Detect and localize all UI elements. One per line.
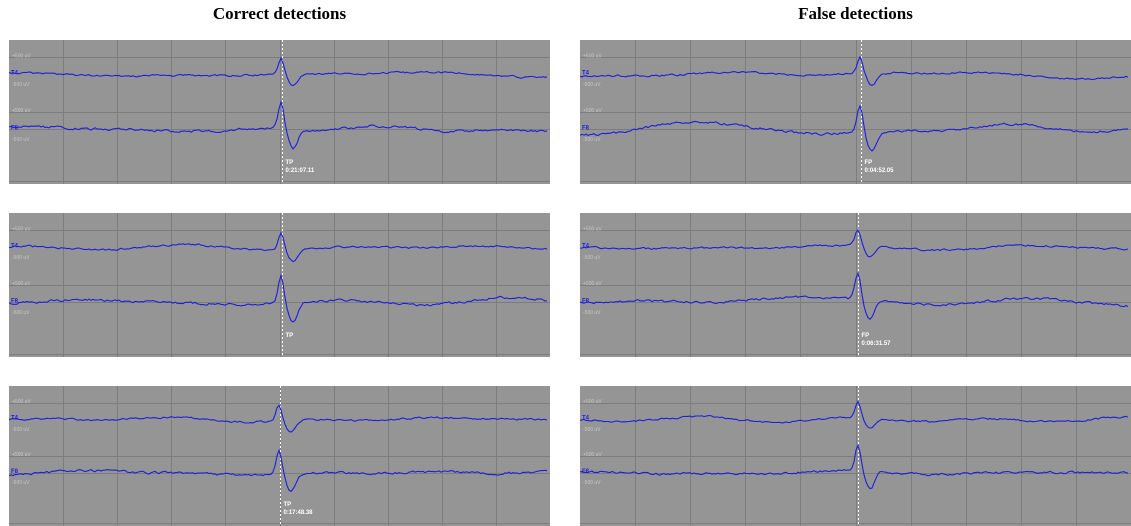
scale-lower-label: -500 uV bbox=[583, 480, 601, 486]
scale-upper-label: +500 uV bbox=[12, 281, 31, 287]
eeg-trace-f8 bbox=[580, 271, 1129, 320]
channel-label: T4 bbox=[582, 71, 590, 77]
eeg-trace-t4 bbox=[580, 228, 1129, 258]
panel-false-3: +500 uV T4 -500 uV +500 uV F8 -500 uV bbox=[580, 386, 1131, 526]
channel-label: T4 bbox=[11, 71, 19, 77]
channel-label: F8 bbox=[11, 125, 19, 131]
eeg-trace-f8 bbox=[580, 104, 1129, 152]
panel-false-2: +500 uV T4 -500 uV +500 uV F8 -500 uV FP 0:06:3… bbox=[580, 213, 1131, 357]
detection-time: 0:06:31.57 bbox=[862, 341, 892, 347]
scale-lower-label: -500 uV bbox=[12, 310, 30, 316]
channel-label: T4 bbox=[11, 416, 19, 422]
channel-label: F8 bbox=[582, 469, 590, 475]
eeg-trace-f8 bbox=[580, 444, 1129, 490]
detection-label: TP bbox=[284, 502, 292, 508]
eeg-plot: +500 uV T4 -500 uV +500 uV F8 -500 uV TP 0:17:4… bbox=[9, 386, 550, 526]
detection-time: 0:04:52.05 bbox=[865, 168, 895, 174]
scale-upper-label: +500 uV bbox=[12, 53, 31, 59]
eeg-trace-t4 bbox=[580, 55, 1129, 86]
eeg-trace-t4 bbox=[9, 231, 548, 263]
scale-upper-label: +500 uV bbox=[583, 108, 602, 114]
channel-label: F8 bbox=[582, 125, 590, 131]
eeg-plot: +500 uV T4 -500 uV +500 uV F8 -500 uV bbox=[580, 386, 1131, 526]
channel-label: T4 bbox=[582, 416, 590, 422]
scale-upper-label: +500 uV bbox=[583, 399, 602, 405]
scale-lower-label: -500 uV bbox=[12, 427, 30, 433]
eeg-plot: +500 uV T4 -500 uV +500 uV F8 -500 uV TP bbox=[9, 213, 550, 357]
scale-upper-label: +500 uV bbox=[583, 281, 602, 287]
column-title-correct: Correct detections bbox=[212, 4, 347, 23]
eeg-plot: +500 uV T4 -500 uV +500 uV F8 -500 uV TP 0:21:0… bbox=[9, 40, 550, 184]
channel-label: F8 bbox=[11, 298, 19, 304]
panel-correct-3: +500 uV T4 -500 uV +500 uV F8 -500 uV TP 0:17:4… bbox=[9, 386, 550, 526]
detection-label: TP bbox=[286, 333, 294, 339]
panel-false-1: +500 uV T4 -500 uV +500 uV F8 -500 uV FP 0:04:5… bbox=[580, 40, 1131, 184]
channel-label: F8 bbox=[582, 298, 590, 304]
scale-upper-label: +500 uV bbox=[12, 226, 31, 232]
detection-time: 0:17:48.38 bbox=[284, 510, 314, 516]
panel-correct-2: +500 uV T4 -500 uV +500 uV F8 -500 uV TP bbox=[9, 213, 550, 357]
channel-label: F8 bbox=[11, 469, 19, 475]
scale-lower-label: -500 uV bbox=[12, 480, 30, 486]
scale-lower-label: -500 uV bbox=[12, 255, 30, 261]
scale-lower-label: -500 uV bbox=[583, 310, 601, 316]
scale-lower-label: -500 uV bbox=[583, 82, 601, 88]
column-title-false: False detections bbox=[798, 4, 913, 23]
panel-correct-1: +500 uV T4 -500 uV +500 uV F8 -500 uV TP 0:21:0… bbox=[9, 40, 550, 184]
scale-upper-label: +500 uV bbox=[583, 226, 602, 232]
scale-lower-label: -500 uV bbox=[12, 137, 30, 143]
scale-lower-label: -500 uV bbox=[583, 137, 601, 143]
eeg-trace-f8 bbox=[9, 273, 548, 323]
scale-upper-label: +500 uV bbox=[12, 452, 31, 458]
eeg-trace-f8 bbox=[9, 448, 548, 493]
detection-label: TP bbox=[286, 160, 294, 166]
channel-label: T4 bbox=[11, 244, 19, 250]
channel-label: T4 bbox=[582, 244, 590, 250]
scale-lower-label: -500 uV bbox=[583, 255, 601, 261]
scale-upper-label: +500 uV bbox=[583, 452, 602, 458]
scale-lower-label: -500 uV bbox=[583, 427, 601, 433]
detection-time: 0:21:07.11 bbox=[286, 168, 315, 174]
eeg-trace-t4 bbox=[580, 400, 1129, 429]
eeg-trace-t4 bbox=[9, 404, 548, 433]
detection-label: FP bbox=[865, 160, 873, 166]
eeg-plot: +500 uV T4 -500 uV +500 uV F8 -500 uV FP 0:04:5… bbox=[580, 40, 1131, 184]
scale-upper-label: +500 uV bbox=[583, 53, 602, 59]
eeg-trace-t4 bbox=[9, 56, 548, 87]
eeg-plot: +500 uV T4 -500 uV +500 uV F8 -500 uV FP 0:06:3… bbox=[580, 213, 1131, 357]
scale-lower-label: -500 uV bbox=[12, 82, 30, 88]
scale-upper-label: +500 uV bbox=[12, 399, 31, 405]
detection-label: FP bbox=[862, 333, 870, 339]
eeg-trace-f8 bbox=[9, 100, 548, 150]
scale-upper-label: +500 uV bbox=[12, 108, 31, 114]
